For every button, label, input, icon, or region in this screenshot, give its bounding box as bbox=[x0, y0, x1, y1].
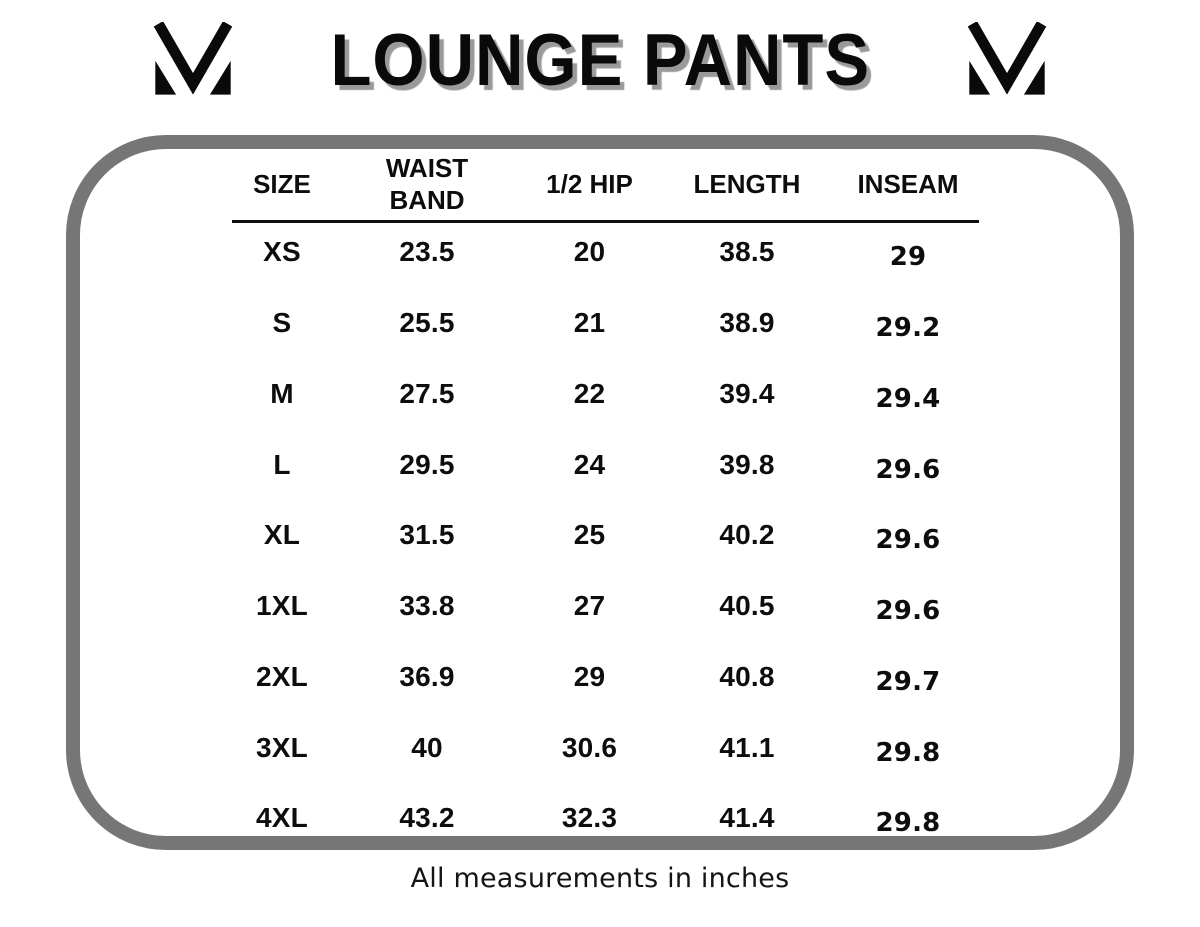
cell-size: 4XL bbox=[256, 802, 308, 834]
cell-length: 39.4 bbox=[719, 377, 775, 409]
column-header-waist-band: WAIST BAND bbox=[385, 152, 469, 215]
cell-inseam: 29.8 bbox=[875, 737, 941, 768]
page-title: LOUNGE PANTS bbox=[330, 19, 870, 101]
cell-length: 41.1 bbox=[719, 731, 775, 763]
cell-waist-band: 29.5 bbox=[399, 448, 455, 480]
cell-half-hip: 22 bbox=[573, 377, 606, 409]
cell-waist-band: 27.5 bbox=[399, 377, 455, 409]
cell-size: M bbox=[270, 377, 294, 409]
cell-waist-band: 33.8 bbox=[399, 590, 455, 622]
cell-inseam: 29.6 bbox=[875, 525, 941, 556]
cell-size: XL bbox=[263, 519, 301, 551]
units-footnote: All measurements in inches bbox=[410, 863, 790, 894]
table-row: XL 31.5 25 40.2 29.6 bbox=[232, 500, 979, 571]
column-header-size: SIZE bbox=[253, 168, 311, 199]
brand-m-logo-icon bbox=[967, 22, 1047, 98]
size-chart-frame bbox=[66, 135, 1134, 850]
cell-waist-band: 36.9 bbox=[399, 660, 455, 692]
column-header-length: LENGTH bbox=[693, 168, 801, 199]
cell-length: 38.9 bbox=[719, 307, 775, 339]
cell-half-hip: 27 bbox=[573, 590, 606, 622]
cell-inseam: 29.6 bbox=[875, 596, 941, 627]
cell-half-hip: 20 bbox=[573, 236, 606, 268]
cell-half-hip: 24 bbox=[573, 448, 606, 480]
cell-size: 2XL bbox=[256, 660, 308, 692]
table-row: 2XL 36.9 29 40.8 29.7 bbox=[232, 642, 979, 713]
table-row: M 27.5 22 39.4 29.4 bbox=[232, 359, 979, 430]
cell-size: L bbox=[273, 448, 291, 480]
cell-size: 1XL bbox=[256, 590, 308, 622]
cell-half-hip: 25 bbox=[573, 519, 606, 551]
cell-length: 40.8 bbox=[719, 660, 775, 692]
cell-waist-band: 40 bbox=[411, 731, 443, 763]
cell-waist-band: 25.5 bbox=[399, 307, 455, 339]
cell-half-hip: 30.6 bbox=[561, 731, 618, 763]
cell-length: 38.5 bbox=[719, 236, 775, 268]
cell-length: 39.8 bbox=[719, 448, 775, 480]
size-chart-table: SIZE WAIST BAND 1/2 HIP LENGTH INSEAM XS… bbox=[232, 149, 979, 854]
table-row: S 25.5 21 38.9 29.2 bbox=[232, 288, 979, 359]
column-header-inseam: INSEAM bbox=[857, 168, 959, 199]
cell-length: 40.2 bbox=[719, 519, 775, 551]
column-header-half-hip: 1/2 HIP bbox=[546, 168, 633, 199]
cell-half-hip: 29 bbox=[573, 660, 606, 692]
table-row: 1XL 33.8 27 40.5 29.6 bbox=[232, 571, 979, 642]
table-header-row: SIZE WAIST BAND 1/2 HIP LENGTH INSEAM bbox=[232, 149, 979, 223]
cell-inseam: 29 bbox=[889, 242, 927, 273]
cell-inseam: 29.7 bbox=[875, 666, 941, 697]
table-row: XS 23.5 20 38.5 29 bbox=[232, 217, 979, 288]
table-row: 3XL 40 30.6 41.1 29.8 bbox=[232, 712, 979, 783]
table-row: 4XL 43.2 32.3 41.4 29.8 bbox=[232, 783, 979, 854]
table-body: XS 23.5 20 38.5 29 S 25.5 21 38.9 29.2 M… bbox=[232, 217, 979, 854]
brand-m-logo-icon bbox=[153, 22, 233, 98]
cell-inseam: 29.4 bbox=[875, 383, 941, 414]
table-row: L 29.5 24 39.8 29.6 bbox=[232, 429, 979, 500]
cell-length: 41.4 bbox=[719, 802, 775, 834]
cell-waist-band: 43.2 bbox=[399, 802, 455, 834]
cell-size: XS bbox=[263, 236, 301, 268]
cell-inseam: 29.8 bbox=[875, 808, 941, 839]
cell-length: 40.5 bbox=[719, 590, 775, 622]
cell-inseam: 29.6 bbox=[875, 454, 941, 485]
cell-waist-band: 23.5 bbox=[399, 236, 455, 268]
cell-half-hip: 21 bbox=[573, 307, 606, 339]
cell-half-hip: 32.3 bbox=[561, 802, 618, 834]
cell-size: S bbox=[272, 307, 292, 339]
header: LOUNGE PANTS bbox=[0, 22, 1200, 98]
cell-inseam: 29.2 bbox=[875, 313, 941, 344]
cell-size: 3XL bbox=[256, 731, 308, 763]
cell-waist-band: 31.5 bbox=[399, 519, 455, 551]
